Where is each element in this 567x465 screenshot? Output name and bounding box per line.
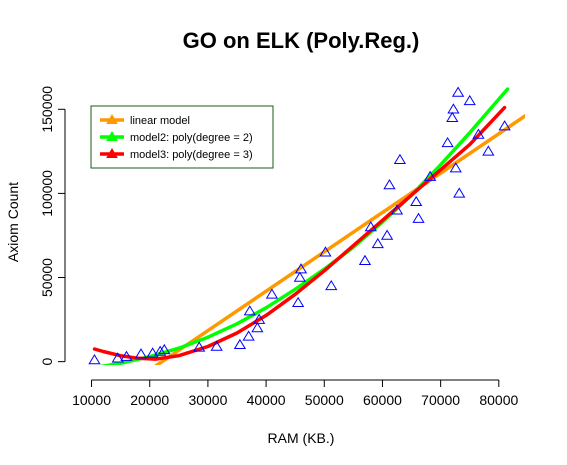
data-point — [464, 96, 475, 105]
data-point — [448, 104, 459, 113]
data-point — [447, 113, 458, 122]
y-tick-label: 100000 — [39, 170, 55, 217]
legend: linear model model2: poly(degree = 2) mode… — [91, 106, 273, 168]
data-point — [384, 180, 395, 189]
data-point — [373, 239, 384, 248]
chart-title: GO on ELK (Poly.Reg.) — [183, 28, 420, 53]
x-tick-label: 10000 — [72, 392, 111, 408]
data-point — [243, 331, 254, 340]
y-tick-label: 150000 — [39, 86, 55, 133]
y-axis: 0 50000 100000 150000 — [39, 86, 65, 366]
data-point — [235, 340, 246, 349]
x-axis: 10000 20000 30000 40000 50000 60000 70000 80000 — [72, 380, 518, 408]
data-point — [360, 256, 371, 265]
data-point — [395, 155, 406, 164]
x-tick-label: 40000 — [247, 392, 286, 408]
data-point — [483, 146, 494, 155]
x-tick-label: 20000 — [130, 392, 169, 408]
data-point — [89, 355, 100, 364]
data-point — [293, 298, 304, 307]
x-tick-label: 30000 — [188, 392, 227, 408]
data-point — [326, 281, 337, 290]
data-point — [454, 188, 465, 197]
data-point — [382, 230, 393, 239]
x-tick-label: 60000 — [363, 392, 402, 408]
data-point — [295, 273, 306, 282]
y-axis-label: Axiom Count — [5, 182, 21, 262]
data-point — [453, 87, 464, 96]
legend-label: model2: poly(degree = 2) — [130, 132, 253, 144]
y-tick-label: 0 — [39, 358, 55, 366]
y-tick-label: 50000 — [39, 258, 55, 297]
legend-label: model3: poly(degree = 3) — [130, 149, 253, 161]
x-tick-label: 80000 — [479, 392, 518, 408]
data-point — [442, 138, 453, 147]
legend-label: linear model — [130, 115, 190, 127]
x-tick-label: 50000 — [305, 392, 344, 408]
data-point — [413, 214, 424, 223]
data-point — [411, 197, 422, 206]
x-axis-label: RAM (KB.) — [268, 430, 335, 446]
x-tick-label: 70000 — [421, 392, 460, 408]
